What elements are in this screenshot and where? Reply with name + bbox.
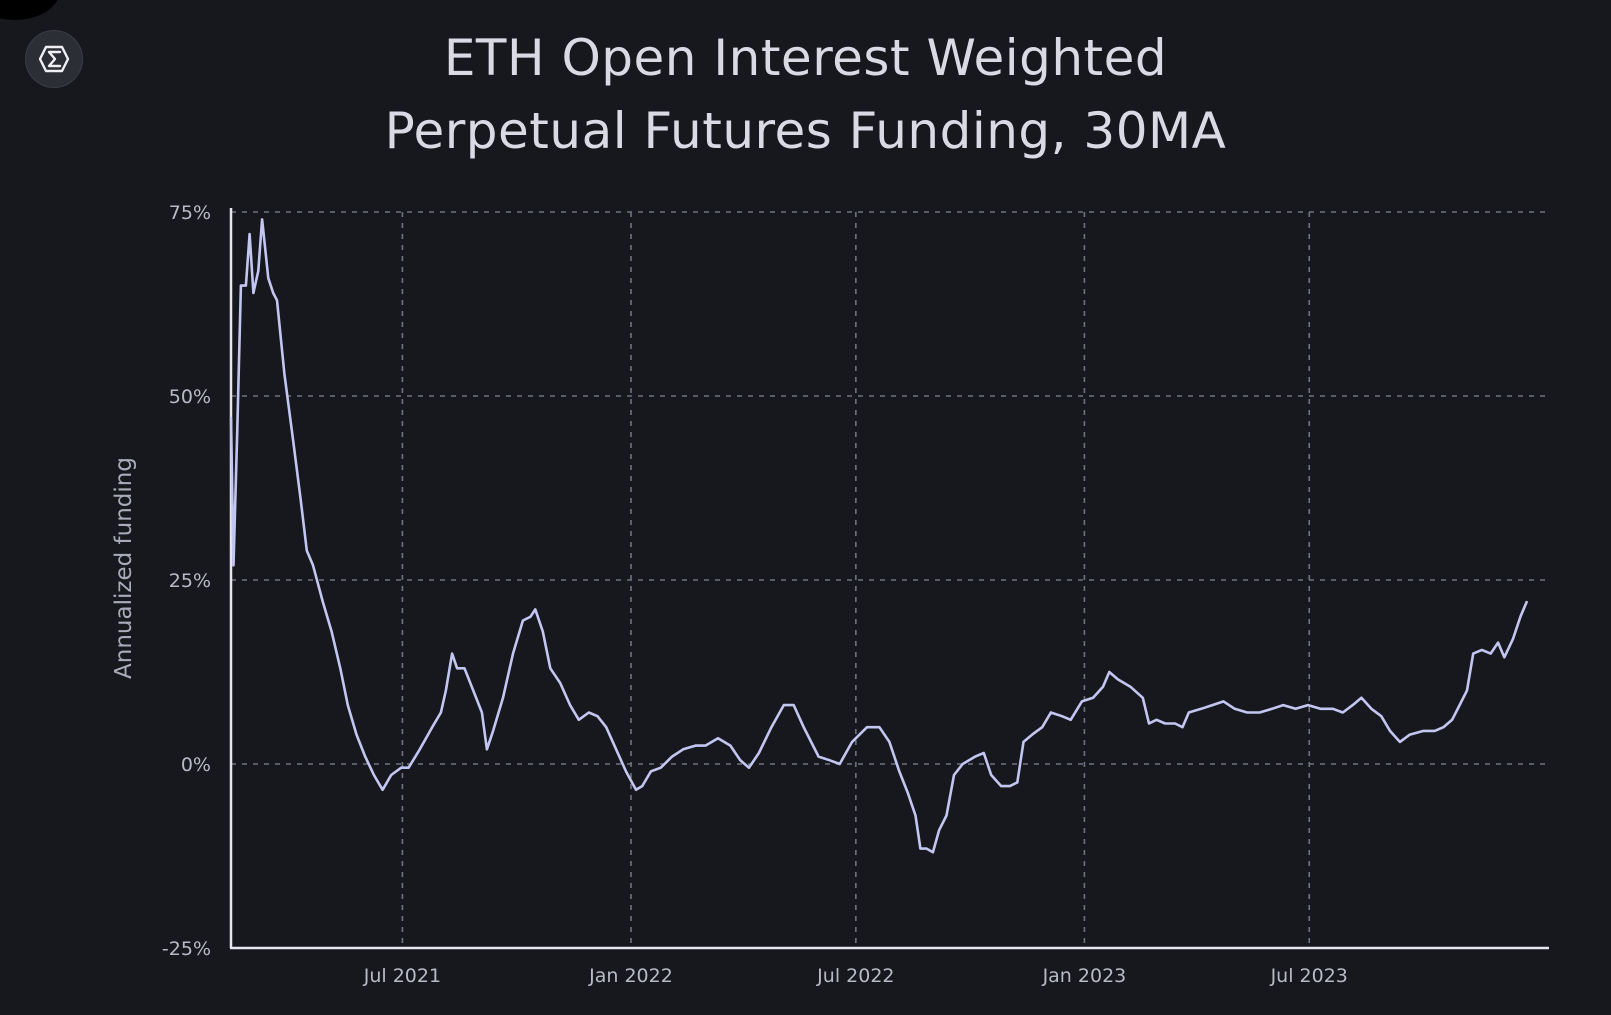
x-tick-label: Jul 2021 [363, 965, 441, 987]
x-tick-label: Jul 2023 [1270, 965, 1348, 987]
chart-title-line-1: ETH Open Interest Weighted [443, 29, 1168, 87]
y-tick-label: 25% [169, 570, 211, 592]
chart-title-line-2: Perpetual Futures Funding, 30MA [384, 102, 1227, 160]
x-tick-label: Jul 2022 [816, 965, 894, 987]
y-tick-label: 75% [169, 202, 211, 224]
sigma-hexagon-icon [38, 45, 70, 73]
chart-title: ETH Open Interest Weighted Perpetual Fut… [0, 22, 1611, 168]
x-tick-label: Jan 2023 [1042, 965, 1127, 987]
y-axis-label: Annualized funding [111, 457, 137, 679]
y-axis-ticks: 75% 50% 25% 0% -25% [162, 202, 211, 960]
grid-lines [231, 211, 1549, 948]
y-tick-label: 50% [169, 386, 211, 408]
x-tick-label: Jan 2022 [588, 965, 673, 987]
x-axis-ticks: Jul 2021 Jan 2022 Jul 2022 Jan 2023 Jul 2023 [363, 965, 1348, 987]
brand-logo [25, 30, 83, 88]
funding-series-line [229, 218, 1528, 854]
y-tick-label: -25% [162, 938, 211, 960]
y-tick-label: 0% [181, 754, 211, 776]
